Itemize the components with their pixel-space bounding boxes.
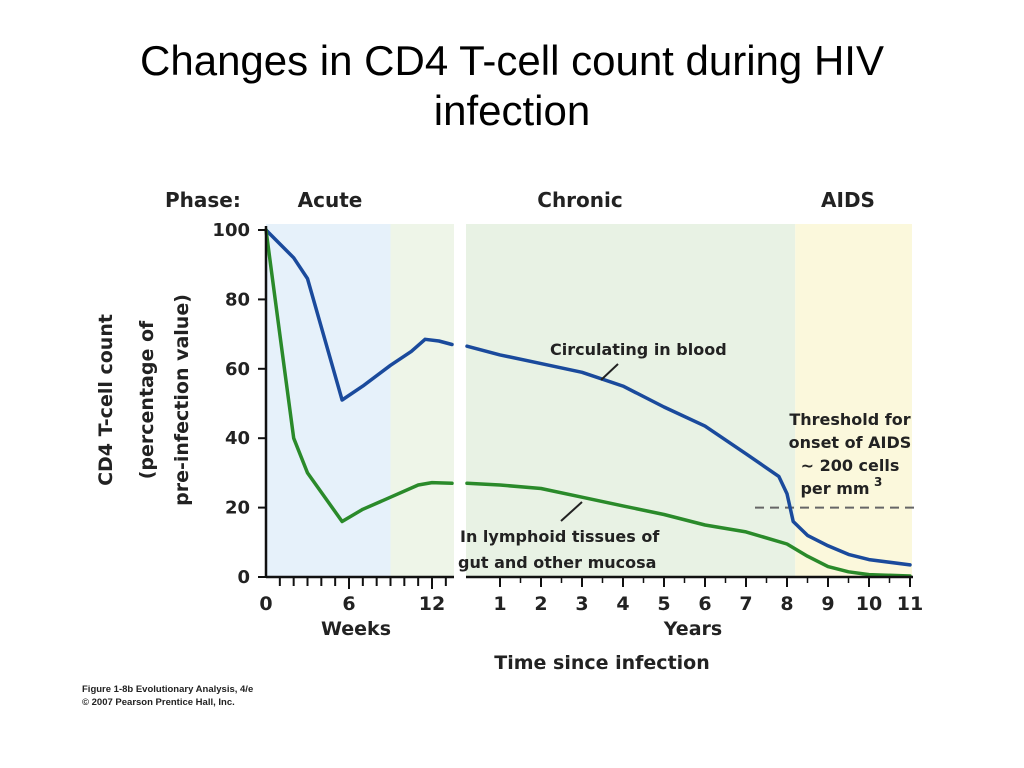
week-tick-label-12: 12 <box>419 593 445 615</box>
y-axis-title-line-1: CD4 T-cell count <box>95 314 117 486</box>
chronic-band <box>466 224 796 577</box>
week-tick-label-0: 0 <box>259 593 272 615</box>
y-tick-label-20: 20 <box>225 498 250 519</box>
label-lymphoid-line-2: gut and other mucosa <box>458 553 656 572</box>
phase-backgrounds <box>266 224 912 577</box>
year-tick-label-1: 1 <box>493 593 506 615</box>
phase-chronic: Chronic <box>537 188 622 212</box>
y-tick-label-100: 100 <box>212 220 250 241</box>
y-axis-title-line-3: pre-infection value) <box>171 294 193 506</box>
year-tick-label-5: 5 <box>657 593 670 615</box>
weeks-axis-label: Weeks <box>321 618 391 640</box>
phase-acute: Acute <box>298 188 363 212</box>
years-axis-label: Years <box>663 618 722 640</box>
year-tick-label-11: 11 <box>897 593 923 615</box>
year-tick-label-3: 3 <box>575 593 588 615</box>
series-lines <box>264 228 912 578</box>
phase-label: Phase: <box>165 188 241 212</box>
y-tick-label-40: 40 <box>225 428 250 449</box>
late-acute-band <box>390 224 454 577</box>
series-lymphoid-weeks <box>264 228 454 524</box>
y-tick-label-60: 60 <box>225 359 250 380</box>
aids-band <box>795 224 912 577</box>
figure-caption-line1: Figure 1-8b Evolutionary Analysis, 4/e <box>82 684 254 695</box>
threshold-note-superscript: 3 <box>874 475 882 489</box>
annotations: Circulating in blood In lymphoid tissues … <box>458 340 911 572</box>
phase-labels: Phase: Acute Chronic AIDS <box>165 188 875 212</box>
series-blood-years <box>465 344 912 567</box>
y-tick-label-80: 80 <box>225 289 250 310</box>
threshold-note-line-3: ~ 200 cells <box>801 456 900 475</box>
year-tick-label-6: 6 <box>698 593 711 615</box>
x-axis-title: Time since infection <box>494 652 710 674</box>
year-tick-label-9: 9 <box>821 593 834 615</box>
leader-blood <box>600 363 619 381</box>
year-tick-label-7: 7 <box>739 593 752 615</box>
series-lymphoid-years <box>465 481 912 578</box>
series-blood-weeks <box>264 228 454 402</box>
leader-lymphoid <box>560 501 583 522</box>
week-tick-label-6: 6 <box>342 593 355 615</box>
threshold-note-line-1: Threshold for <box>789 410 910 429</box>
year-tick-label-10: 10 <box>856 593 882 615</box>
phase-aids: AIDS <box>821 188 875 212</box>
slide-title: Changes in CD4 T-cell count during HIV i… <box>140 37 884 134</box>
y-tick-label-0: 0 <box>237 567 250 588</box>
label-circulating-in-blood: Circulating in blood <box>550 340 727 359</box>
acute-band <box>266 224 391 577</box>
label-lymphoid-line-1: In lymphoid tissues of <box>460 527 660 546</box>
y-axis-title-line-2: (percentage of <box>136 320 158 479</box>
year-tick-label-2: 2 <box>534 593 547 615</box>
threshold-note-line-2: onset of AIDS <box>789 433 912 452</box>
year-tick-label-4: 4 <box>616 593 629 615</box>
threshold-note-line-4: per mm <box>800 479 869 498</box>
figure-caption-line2: © 2007 Pearson Prentice Hall, Inc. <box>82 697 235 708</box>
year-tick-label-8: 8 <box>780 593 793 615</box>
